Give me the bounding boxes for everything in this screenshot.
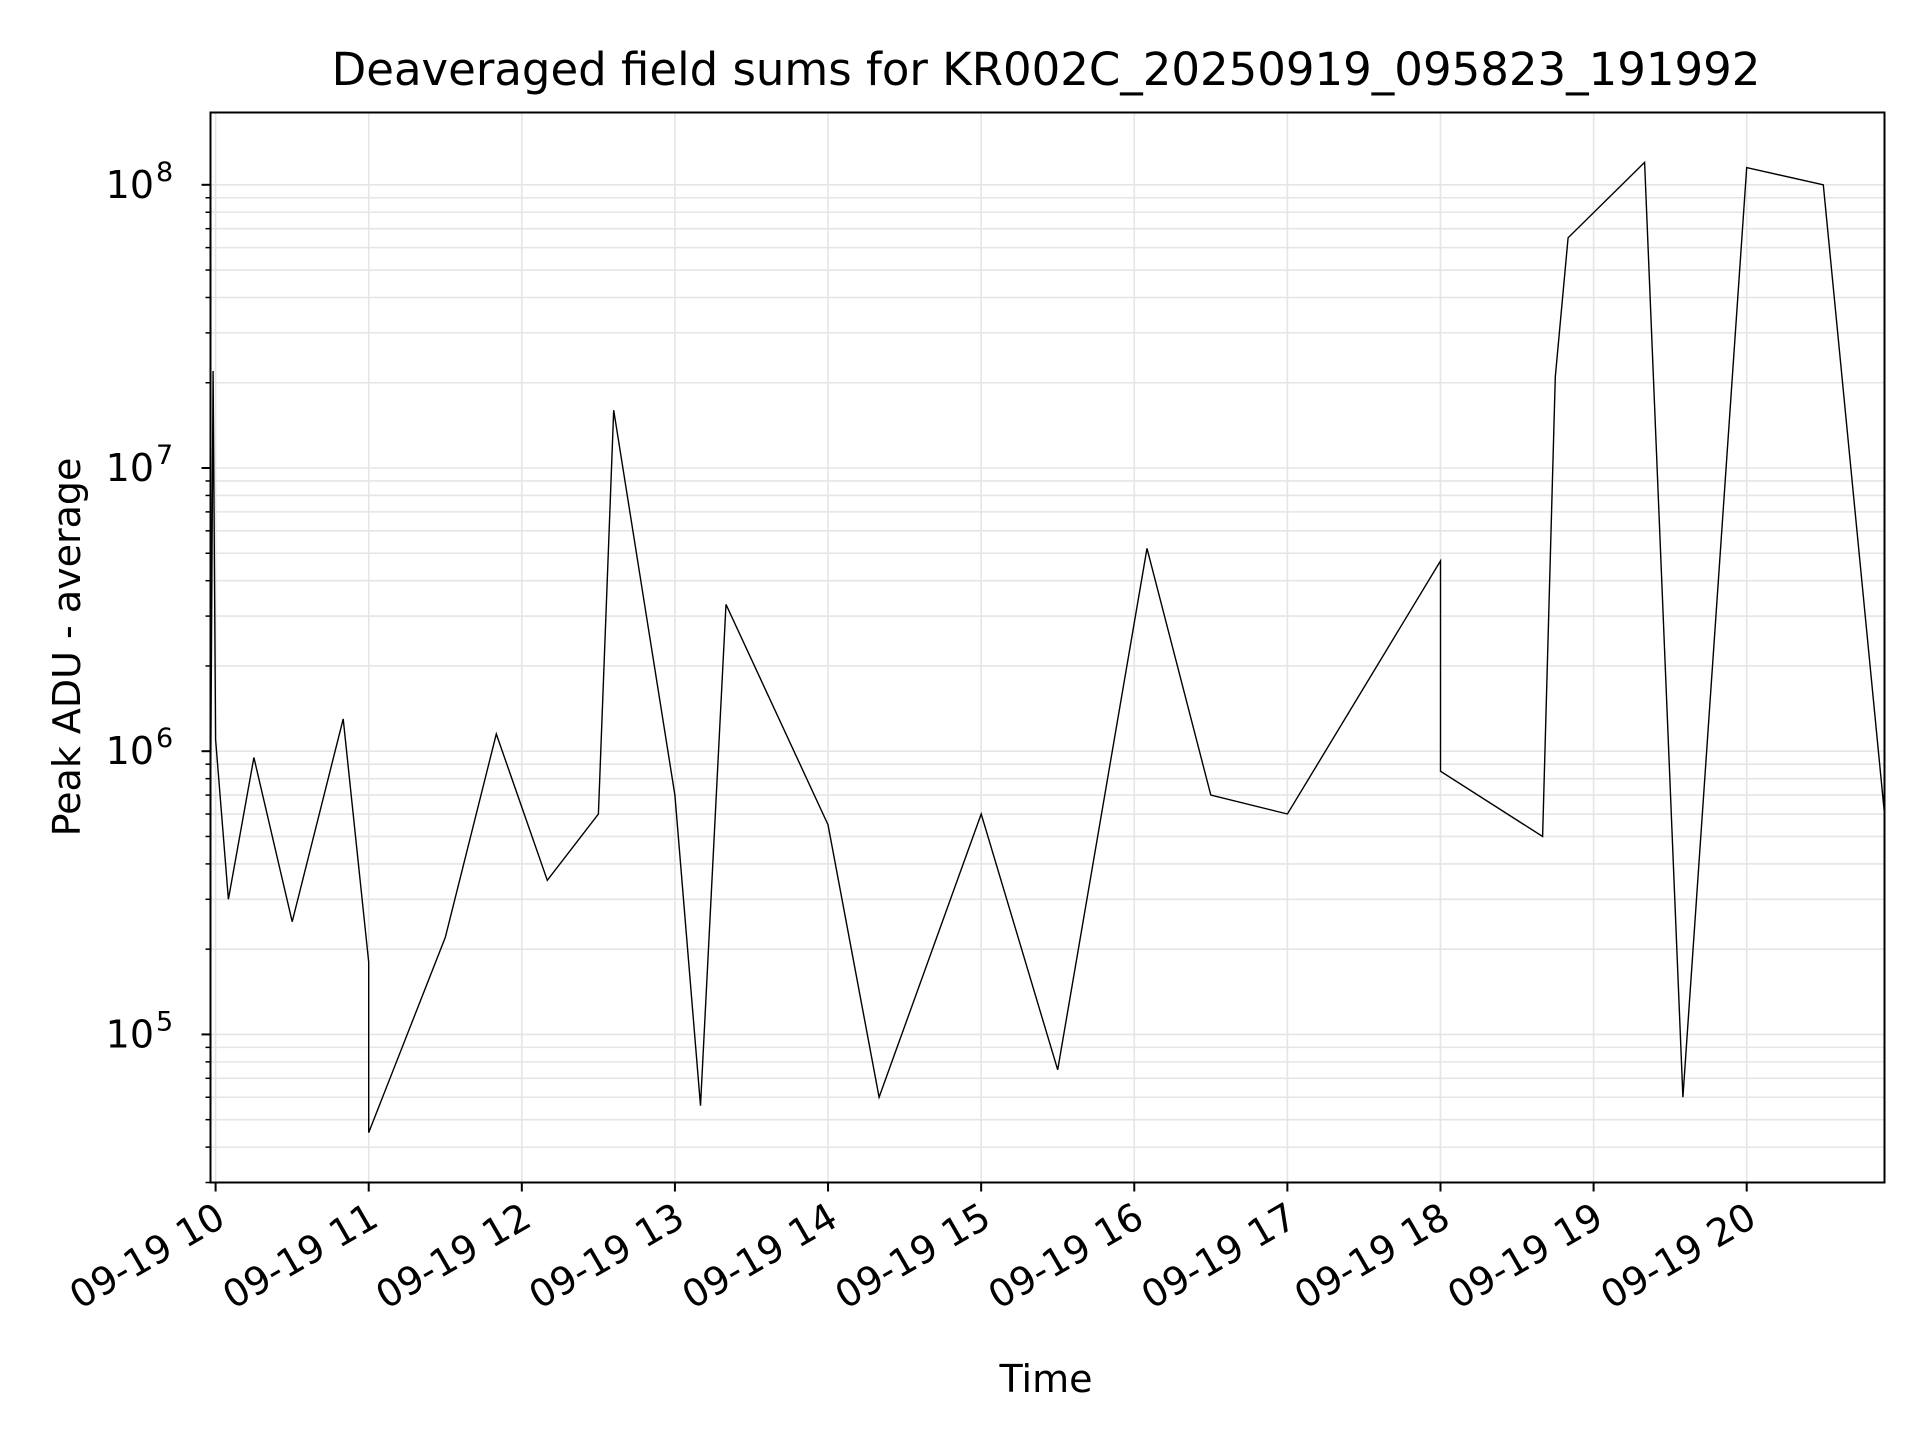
y-tick-label: 10	[106, 446, 154, 490]
x-tick-label: 09-19 16	[981, 1194, 1151, 1318]
chart-title: Deaveraged field sums for KR002C_2025091…	[332, 43, 1761, 96]
y-tick-label: 10	[106, 163, 154, 207]
grid-layer	[210, 112, 1885, 1184]
y-tick-exponent: 7	[156, 440, 173, 471]
x-tick-label: 09-19 17	[1134, 1194, 1304, 1318]
x-tick-label: 09-19 18	[1287, 1194, 1457, 1318]
y-axis-label: Peak ADU - average	[45, 458, 89, 837]
x-tick-label: 09-19 13	[521, 1194, 691, 1318]
x-tick-label: 09-19 19	[1440, 1194, 1610, 1318]
plot-frame	[209, 111, 1886, 1184]
x-axis-label: Time	[999, 1357, 1093, 1401]
y-tick-label: 10	[106, 729, 154, 773]
x-tick-label: 09-19 12	[368, 1194, 538, 1318]
y-tick-exponent: 5	[156, 1006, 173, 1037]
y-tick-exponent: 8	[156, 157, 173, 188]
x-tick-label: 09-19 15	[828, 1194, 998, 1318]
series-line	[209, 160, 1886, 1133]
y-tick-label: 10	[106, 1012, 154, 1056]
y-tick-exponent: 6	[156, 723, 173, 754]
x-tick-label: 09-19 11	[215, 1194, 385, 1318]
line-layer	[209, 160, 1886, 1133]
x-tick-label: 09-19 14	[675, 1194, 845, 1318]
x-tick-label: 09-19 20	[1593, 1194, 1763, 1318]
x-tick-label: 09-19 10	[62, 1194, 232, 1318]
